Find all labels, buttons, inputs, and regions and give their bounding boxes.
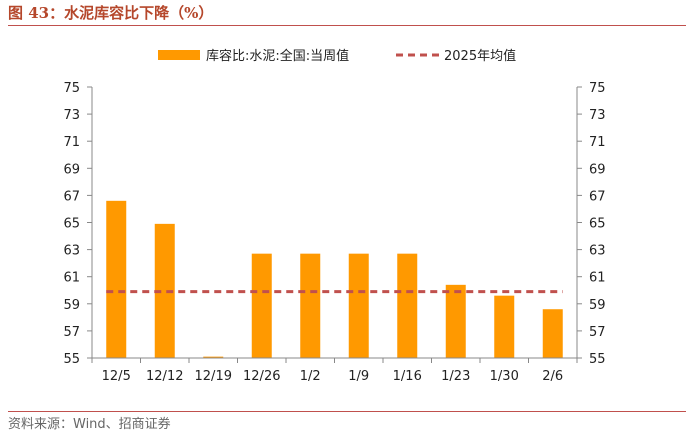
bar (542, 309, 563, 358)
y-tick-label-right: 69 (589, 162, 606, 177)
y-tick-label-left: 57 (63, 325, 80, 340)
figure-title: 图 43：水泥库容比下降（%） (8, 4, 214, 22)
title-rule (8, 25, 686, 26)
y-tick-label-right: 73 (589, 108, 606, 123)
y-tick-label-left: 61 (63, 271, 80, 286)
x-tick-label: 1/2 (300, 369, 321, 384)
y-tick-label-left: 55 (63, 352, 80, 367)
y-tick-label-left: 65 (63, 217, 80, 232)
y-tick-label-left: 69 (63, 162, 80, 177)
legend-label-bar: 库容比:水泥:全国:当周值 (206, 48, 349, 64)
y-tick-label-left: 71 (63, 135, 80, 150)
bar (348, 253, 369, 358)
y-tick-label-right: 65 (589, 217, 606, 232)
x-tick-label: 1/23 (441, 369, 470, 384)
bar (445, 284, 466, 358)
y-tick-label-left: 75 (63, 81, 80, 96)
x-tick-label: 12/26 (243, 369, 280, 384)
y-tick-label-right: 75 (589, 81, 606, 96)
bar (397, 253, 418, 358)
x-tick-label: 1/9 (348, 369, 369, 384)
source-rule (8, 411, 686, 412)
y-tick-label-right: 59 (589, 298, 606, 313)
y-tick-label-left: 63 (63, 244, 80, 259)
bar (154, 223, 175, 358)
x-tick-label: 1/30 (490, 369, 519, 384)
y-tick-label-right: 63 (589, 244, 606, 259)
y-tick-label-left: 59 (63, 298, 80, 313)
x-tick-label: 12/5 (102, 369, 131, 384)
bar (494, 295, 515, 358)
bar (106, 200, 127, 358)
x-tick-label: 2/6 (542, 369, 563, 384)
x-tick-label: 12/19 (195, 369, 232, 384)
y-tick-label-right: 71 (589, 135, 606, 150)
bar (300, 253, 321, 358)
legend-swatch-bar (158, 50, 200, 60)
legend-label-line: 2025年均值 (444, 48, 516, 64)
y-tick-label-right: 61 (589, 271, 606, 286)
y-tick-label-left: 67 (63, 189, 80, 204)
y-tick-label-left: 73 (63, 108, 80, 123)
x-tick-label: 1/16 (393, 369, 422, 384)
bar (203, 356, 224, 358)
y-tick-label-right: 57 (589, 325, 606, 340)
y-tick-label-right: 55 (589, 352, 606, 367)
source-note: 资料来源：Wind、招商证券 (8, 417, 171, 432)
bar (251, 253, 272, 358)
y-tick-label-right: 67 (589, 189, 606, 204)
x-tick-label: 12/12 (146, 369, 183, 384)
